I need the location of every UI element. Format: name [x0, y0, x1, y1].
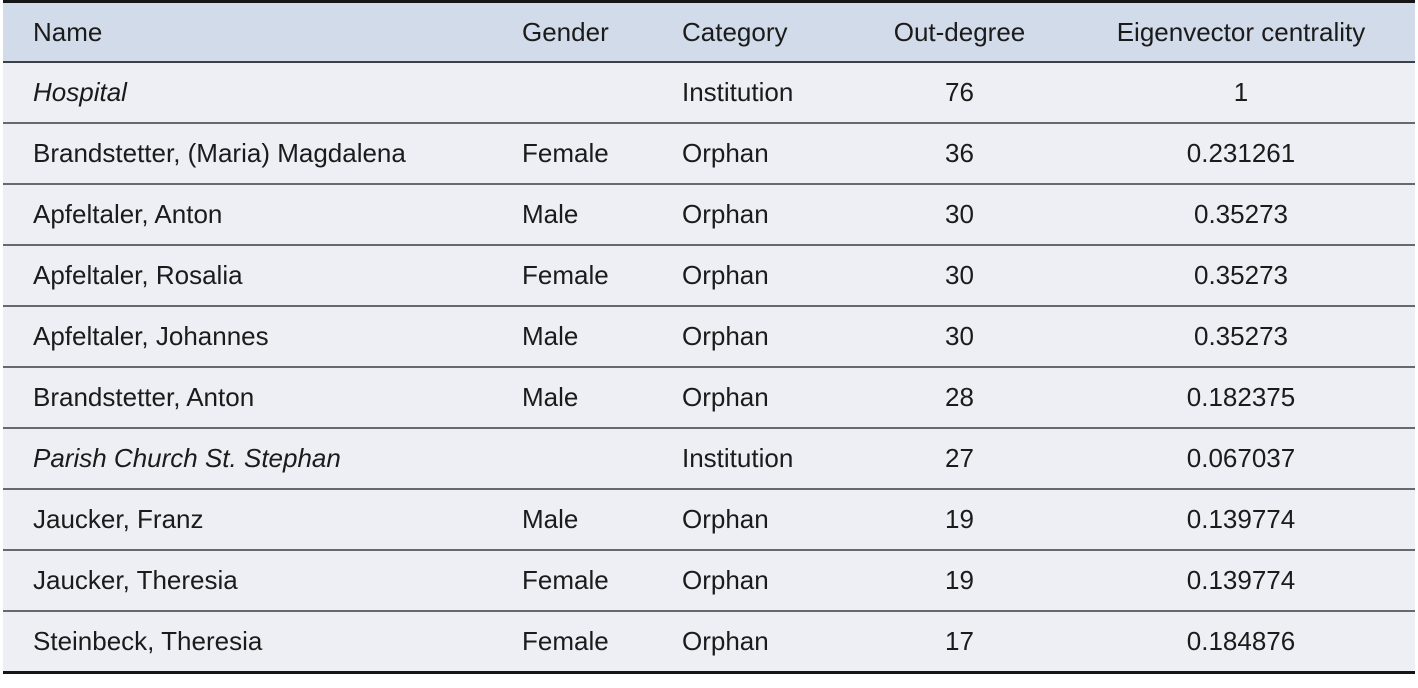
name-cell: Jaucker, Theresia	[3, 550, 492, 612]
category-cell: Orphan	[652, 367, 852, 429]
gender-cell: Male	[492, 184, 652, 246]
out-degree-cell: 30	[852, 306, 1067, 368]
eigenvector-centrality-cell: 0.231261	[1067, 123, 1415, 185]
eigenvector-centrality-cell: 0.067037	[1067, 428, 1415, 490]
table-row: Apfeltaler, Rosalia Female Orphan 30 0.3…	[3, 245, 1415, 307]
eigenvector-centrality-cell: 0.184876	[1067, 611, 1415, 673]
category-cell: Orphan	[652, 611, 852, 673]
out-degree-cell: 36	[852, 123, 1067, 185]
table-row: Hospital Institution 76 1	[3, 62, 1415, 124]
category-cell: Institution	[652, 428, 852, 490]
eigenvector-centrality-cell: 0.139774	[1067, 489, 1415, 551]
name-cell: Parish Church St. Stephan	[3, 428, 492, 490]
table-row: Jaucker, Theresia Female Orphan 19 0.139…	[3, 550, 1415, 612]
category-cell: Orphan	[652, 550, 852, 612]
table-container: Name Gender Category Out-degree Eigenvec…	[3, 0, 1415, 674]
table-row: Brandstetter, (Maria) Magdalena Female O…	[3, 123, 1415, 185]
gender-cell	[492, 62, 652, 124]
category-cell: Orphan	[652, 306, 852, 368]
column-header-eigenvector-centrality: Eigenvector centrality	[1067, 1, 1415, 63]
column-header-out-degree: Out-degree	[852, 1, 1067, 63]
out-degree-cell: 27	[852, 428, 1067, 490]
gender-cell: Female	[492, 123, 652, 185]
category-cell: Orphan	[652, 245, 852, 307]
name-cell: Brandstetter, (Maria) Magdalena	[3, 123, 492, 185]
out-degree-cell: 30	[852, 184, 1067, 246]
out-degree-cell: 19	[852, 489, 1067, 551]
gender-cell: Male	[492, 306, 652, 368]
table-row: Apfeltaler, Johannes Male Orphan 30 0.35…	[3, 306, 1415, 368]
name-cell: Hospital	[3, 62, 492, 124]
category-cell: Orphan	[652, 489, 852, 551]
eigenvector-centrality-cell: 1	[1067, 62, 1415, 124]
header-row: Name Gender Category Out-degree Eigenvec…	[3, 1, 1415, 63]
category-cell: Orphan	[652, 123, 852, 185]
gender-cell: Female	[492, 245, 652, 307]
table-body: Hospital Institution 76 1 Brandstetter, …	[3, 62, 1415, 673]
category-cell: Institution	[652, 62, 852, 124]
out-degree-cell: 76	[852, 62, 1067, 124]
name-cell: Apfeltaler, Anton	[3, 184, 492, 246]
out-degree-cell: 30	[852, 245, 1067, 307]
table-row: Apfeltaler, Anton Male Orphan 30 0.35273	[3, 184, 1415, 246]
gender-cell: Female	[492, 611, 652, 673]
column-header-name: Name	[3, 1, 492, 63]
name-cell: Brandstetter, Anton	[3, 367, 492, 429]
column-header-gender: Gender	[492, 1, 652, 63]
category-cell: Orphan	[652, 184, 852, 246]
out-degree-cell: 19	[852, 550, 1067, 612]
table-row: Jaucker, Franz Male Orphan 19 0.139774	[3, 489, 1415, 551]
table-header: Name Gender Category Out-degree Eigenvec…	[3, 1, 1415, 63]
gender-cell	[492, 428, 652, 490]
gender-cell: Female	[492, 550, 652, 612]
table-row: Parish Church St. Stephan Institution 27…	[3, 428, 1415, 490]
gender-cell: Male	[492, 367, 652, 429]
name-cell: Steinbeck, Theresia	[3, 611, 492, 673]
eigenvector-centrality-cell: 0.139774	[1067, 550, 1415, 612]
table-row: Brandstetter, Anton Male Orphan 28 0.182…	[3, 367, 1415, 429]
name-cell: Jaucker, Franz	[3, 489, 492, 551]
column-header-category: Category	[652, 1, 852, 63]
eigenvector-centrality-cell: 0.35273	[1067, 184, 1415, 246]
eigenvector-centrality-cell: 0.35273	[1067, 245, 1415, 307]
eigenvector-centrality-cell: 0.182375	[1067, 367, 1415, 429]
centrality-table: Name Gender Category Out-degree Eigenvec…	[3, 0, 1415, 674]
eigenvector-centrality-cell: 0.35273	[1067, 306, 1415, 368]
name-cell: Apfeltaler, Johannes	[3, 306, 492, 368]
gender-cell: Male	[492, 489, 652, 551]
name-cell: Apfeltaler, Rosalia	[3, 245, 492, 307]
table-row: Steinbeck, Theresia Female Orphan 17 0.1…	[3, 611, 1415, 673]
out-degree-cell: 28	[852, 367, 1067, 429]
out-degree-cell: 17	[852, 611, 1067, 673]
